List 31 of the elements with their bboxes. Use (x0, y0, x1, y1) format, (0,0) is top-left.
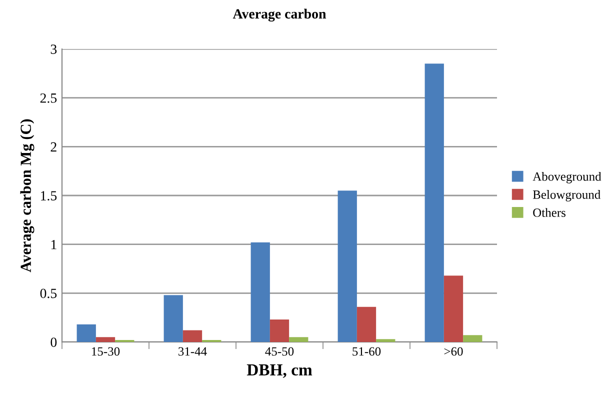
chart-title: Average carbon (232, 8, 326, 22)
y-tick-label: 0.5 (40, 288, 57, 298)
y-tick-label: 2 (50, 142, 56, 152)
y-tick-label: 1 (51, 240, 56, 250)
bar (76, 324, 96, 342)
bar (444, 276, 464, 342)
y-tick-label: 3 (50, 44, 57, 54)
x-tick-label: 15-30 (92, 347, 120, 356)
y-tick-label: 1.5 (41, 191, 57, 201)
x-tick-label: >60 (444, 347, 463, 356)
bar (356, 306, 376, 342)
x-tick-label: 45-50 (265, 347, 294, 356)
bar (338, 190, 357, 342)
x-tick-label: 51-60 (352, 347, 381, 356)
bar (463, 335, 482, 342)
y-tick-label: 2.5 (40, 93, 57, 103)
legend-label: Others (533, 208, 566, 217)
bar (182, 330, 202, 342)
bar (424, 64, 444, 342)
legend-label: Aboveground (532, 172, 602, 184)
bar (270, 320, 290, 342)
bar (376, 339, 396, 342)
bar (96, 337, 116, 342)
bar (164, 295, 183, 342)
y-tick-label: 0 (50, 338, 57, 347)
bar (250, 242, 270, 342)
x-axis-title: DBH, cm (246, 364, 312, 378)
y-axis-title: Average carbon Mg (C) (20, 119, 34, 272)
legend-label: Belowground (532, 190, 600, 202)
x-tick-label: 31-44 (178, 347, 207, 356)
bar (289, 337, 308, 342)
